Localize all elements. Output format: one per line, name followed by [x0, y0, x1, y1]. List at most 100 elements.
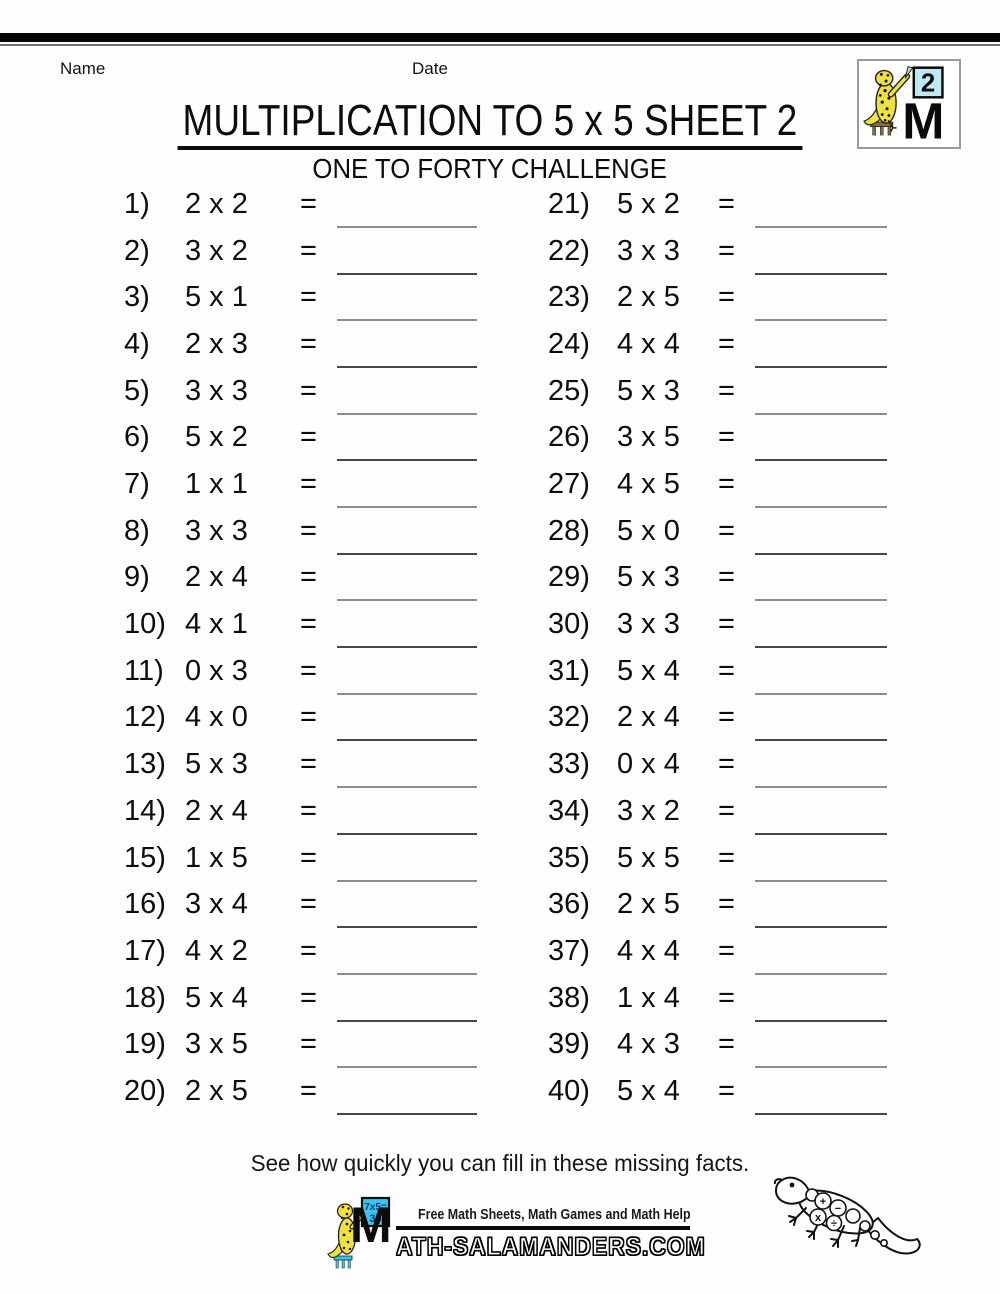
footer-site-name[interactable]: ATH-SALAMANDERS.COM: [395, 1232, 706, 1261]
equals-sign: =: [718, 654, 735, 687]
problem-number: 1): [124, 188, 150, 220]
answer-blank[interactable]: [337, 1066, 477, 1069]
answer-blank[interactable]: [755, 692, 887, 695]
equals-sign: =: [300, 654, 317, 687]
problem-expression: 4 x 3: [617, 1028, 680, 1061]
problem-number: 16): [124, 888, 166, 921]
math-salamander-icon: + − x ÷: [773, 1176, 921, 1255]
plus-icon: +: [820, 1196, 826, 1208]
equals-sign: =: [718, 188, 735, 220]
answer-blank[interactable]: [755, 739, 887, 742]
equals-sign: =: [300, 888, 317, 921]
problem-row: 10) 4 x 1 =: [124, 601, 544, 649]
answer-blank[interactable]: [337, 739, 477, 742]
equals-sign: =: [300, 934, 317, 967]
answer-blank[interactable]: [337, 646, 477, 649]
equals-sign: =: [718, 981, 735, 1014]
answer-blank[interactable]: [337, 832, 477, 835]
equals-sign: =: [300, 281, 317, 314]
equals-sign: =: [718, 328, 735, 361]
equals-sign: =: [300, 374, 317, 407]
answer-blank[interactable]: [337, 1019, 477, 1022]
footer-message-row: See how quickly you can fill in these mi…: [0, 1150, 1000, 1177]
answer-blank[interactable]: [755, 506, 887, 509]
problem-expression: 5 x 0: [617, 514, 680, 547]
answer-blank[interactable]: [755, 412, 887, 415]
problem-expression: 2 x 2: [185, 188, 248, 220]
equals-sign: =: [718, 841, 735, 874]
problem-number: 33): [548, 748, 590, 781]
problem-expression: 2 x 3: [185, 328, 248, 361]
problem-row: 30) 3 x 3 =: [548, 601, 968, 649]
footer-card-line1: 7x5=: [364, 1202, 387, 1213]
answer-blank[interactable]: [755, 972, 887, 975]
answer-blank[interactable]: [755, 646, 887, 649]
answer-blank[interactable]: [755, 1019, 887, 1022]
equals-sign: =: [718, 1074, 735, 1107]
answer-blank[interactable]: [337, 692, 477, 695]
answer-blank[interactable]: [755, 1112, 887, 1115]
problem-expression: 5 x 4: [617, 1074, 680, 1107]
problem-number: 22): [548, 234, 590, 267]
problem-expression: 3 x 5: [617, 421, 680, 454]
answer-blank[interactable]: [337, 226, 477, 228]
equals-sign: =: [718, 281, 735, 314]
answer-blank[interactable]: [337, 879, 477, 882]
answer-blank[interactable]: [755, 366, 887, 369]
answer-blank[interactable]: [337, 319, 477, 322]
problem-expression: 4 x 4: [617, 328, 680, 361]
problem-expression: 5 x 2: [617, 188, 680, 220]
equals-sign: =: [300, 608, 317, 641]
answer-blank[interactable]: [337, 786, 477, 789]
answer-blank[interactable]: [755, 459, 887, 462]
problem-number: 2): [124, 234, 150, 267]
answer-blank[interactable]: [337, 972, 477, 975]
answer-blank[interactable]: [337, 1112, 477, 1115]
answer-blank[interactable]: [337, 552, 477, 555]
problem-expression: 5 x 2: [185, 421, 248, 454]
problem-row: 31) 5 x 4 =: [548, 648, 968, 695]
answer-blank[interactable]: [755, 226, 887, 228]
answer-blank[interactable]: [755, 926, 887, 929]
problem-number: 20): [124, 1074, 166, 1107]
bottom-right-art: + − x ÷: [768, 1168, 930, 1268]
problem-row: 2) 3 x 2 =: [124, 228, 544, 275]
answer-blank[interactable]: [337, 459, 477, 462]
equals-sign: =: [718, 468, 735, 501]
page-subtitle: ONE TO FORTY CHALLENGE: [312, 153, 668, 184]
equals-sign: =: [718, 1028, 735, 1061]
problem-expression: 0 x 4: [617, 748, 680, 781]
problem-row: 36) 2 x 5 =: [548, 881, 968, 929]
answer-blank[interactable]: [755, 552, 887, 555]
answer-blank[interactable]: [337, 506, 477, 509]
problem-number: 23): [548, 281, 590, 314]
answer-blank[interactable]: [755, 1066, 887, 1069]
answer-blank[interactable]: [755, 832, 887, 835]
answer-blank[interactable]: [337, 412, 477, 415]
answer-blank[interactable]: [755, 786, 887, 789]
problem-expression: 5 x 4: [617, 654, 680, 687]
divide-icon: ÷: [831, 1218, 837, 1230]
equals-sign: =: [718, 888, 735, 921]
answer-blank[interactable]: [337, 272, 477, 275]
problem-expression: 4 x 1: [185, 608, 248, 641]
answer-blank[interactable]: [337, 366, 477, 369]
answer-blank[interactable]: [755, 879, 887, 882]
footer-card-line2: 35: [369, 1213, 381, 1225]
salamander-with-number-card-icon: 2 M: [863, 66, 944, 147]
problem-expression: 2 x 4: [185, 561, 248, 594]
problem-number: 7): [124, 468, 150, 501]
problem-number: 17): [124, 934, 166, 967]
problem-number: 4): [124, 328, 150, 361]
answer-blank[interactable]: [755, 319, 887, 322]
answer-blank[interactable]: [337, 599, 477, 602]
answer-blank[interactable]: [755, 599, 887, 602]
problem-expression: 2 x 5: [185, 1074, 248, 1107]
answer-blank[interactable]: [337, 926, 477, 929]
equals-sign: =: [300, 561, 317, 594]
title-row: MULTIPLICATION TO 5 x 5 SHEET 2: [0, 99, 980, 150]
problem-number: 29): [548, 561, 590, 594]
answer-blank[interactable]: [755, 272, 887, 275]
problem-number: 14): [124, 794, 166, 827]
